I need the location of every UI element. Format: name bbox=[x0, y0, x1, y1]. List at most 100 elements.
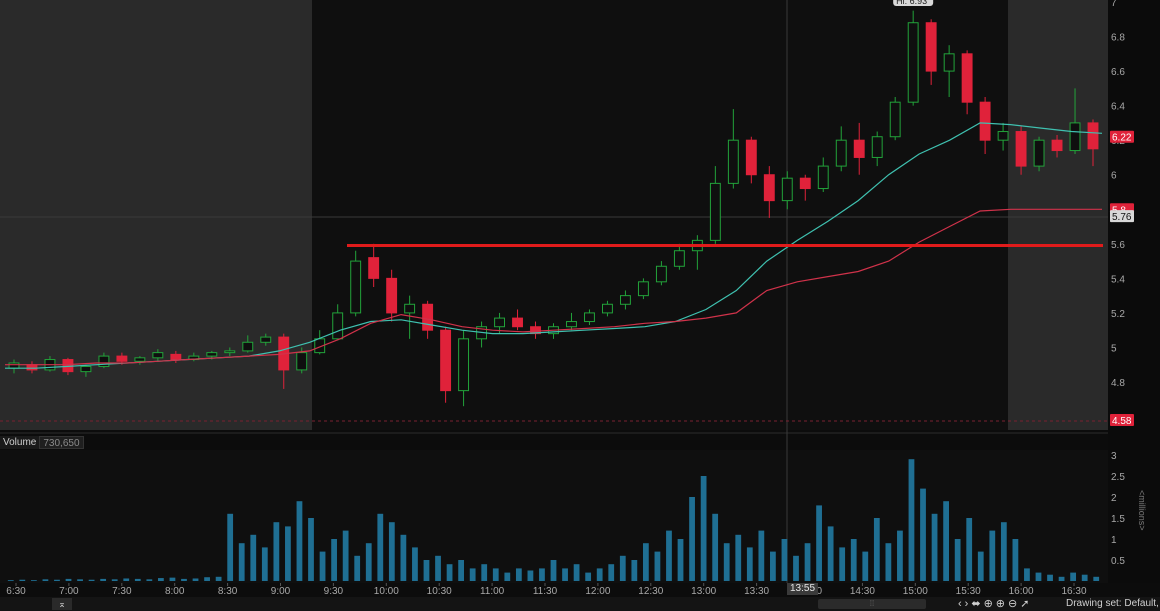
candle-body[interactable] bbox=[116, 355, 128, 362]
price-tick-label: 5.6 bbox=[1111, 240, 1125, 251]
candle-body[interactable] bbox=[1033, 139, 1045, 167]
candle-body[interactable] bbox=[512, 317, 523, 328]
candle-body[interactable] bbox=[152, 352, 164, 359]
candle-body[interactable] bbox=[260, 336, 272, 343]
resize-horizontal-icon[interactable]: ⬌ bbox=[971, 598, 981, 610]
pointer-icon[interactable]: ➚ bbox=[1020, 598, 1030, 610]
candle-body[interactable] bbox=[781, 177, 793, 202]
moving-average-line bbox=[5, 208, 1102, 366]
candle-body[interactable] bbox=[853, 139, 865, 158]
candle-body[interactable] bbox=[799, 177, 811, 190]
candle-body[interactable] bbox=[1069, 122, 1081, 152]
volume-bar bbox=[931, 513, 938, 581]
time-tick-label: 15:00 bbox=[903, 586, 928, 597]
volume-tick-label: 1.5 bbox=[1111, 514, 1125, 525]
candle-body[interactable] bbox=[206, 352, 218, 357]
candle-body[interactable] bbox=[404, 303, 416, 314]
candle-body[interactable] bbox=[745, 139, 757, 176]
volume-bar bbox=[1035, 572, 1042, 581]
zoom-in-icon[interactable]: ⊕ bbox=[995, 598, 1005, 610]
candle-body[interactable] bbox=[817, 165, 829, 190]
volume-bar bbox=[770, 551, 776, 581]
time-scrollbar[interactable]: ⁞⁞ bbox=[818, 599, 926, 609]
candle-body[interactable] bbox=[907, 22, 919, 103]
candle-body[interactable] bbox=[763, 174, 775, 202]
candle-body[interactable] bbox=[8, 362, 20, 369]
candle-body[interactable] bbox=[368, 257, 380, 279]
volume-bar bbox=[458, 560, 465, 581]
volume-bar bbox=[65, 578, 72, 581]
candle-body[interactable] bbox=[422, 303, 434, 331]
candle-body[interactable] bbox=[134, 357, 146, 362]
volume-bar bbox=[573, 564, 580, 581]
candle-body[interactable] bbox=[997, 131, 1009, 141]
time-tick-label: 13:30 bbox=[744, 586, 769, 597]
candle-body[interactable] bbox=[494, 317, 505, 328]
candle-body[interactable] bbox=[871, 136, 883, 158]
candle-body[interactable] bbox=[350, 260, 362, 314]
drawing-set-label[interactable]: Drawing set: Default, bbox=[1066, 598, 1159, 609]
volume-bar bbox=[111, 579, 118, 581]
candle-body[interactable] bbox=[566, 321, 577, 328]
volume-bar bbox=[308, 518, 314, 581]
arrow-left-icon[interactable]: ‹ bbox=[958, 598, 962, 610]
candle-body[interactable] bbox=[979, 101, 991, 141]
time-tick-label: 8:00 bbox=[165, 586, 185, 597]
candle-body[interactable] bbox=[440, 329, 452, 392]
volume-bar bbox=[42, 579, 49, 581]
candle-body[interactable] bbox=[296, 352, 308, 371]
candle-body[interactable] bbox=[655, 265, 667, 283]
candle-body[interactable] bbox=[1087, 122, 1099, 150]
volume-tick-label: 2.5 bbox=[1111, 472, 1125, 483]
candle-body[interactable] bbox=[530, 326, 541, 335]
volume-bar bbox=[77, 579, 83, 581]
candle-body[interactable] bbox=[727, 139, 739, 184]
volume-bar bbox=[712, 513, 719, 581]
volume-bar bbox=[481, 564, 488, 581]
candle-body[interactable] bbox=[961, 53, 973, 103]
time-tick-label: 8:30 bbox=[218, 586, 238, 597]
candle-body[interactable] bbox=[619, 295, 631, 305]
candle-body[interactable] bbox=[224, 350, 236, 354]
candle-body[interactable] bbox=[1015, 131, 1027, 167]
candle-body[interactable] bbox=[637, 281, 649, 297]
candle-body[interactable] bbox=[584, 312, 595, 323]
candle-body[interactable] bbox=[673, 250, 685, 267]
last-price-tag-background bbox=[1110, 130, 1134, 143]
candle-body[interactable] bbox=[80, 365, 92, 373]
time-tick-label: 7:00 bbox=[59, 586, 79, 597]
volume-bar bbox=[146, 579, 153, 581]
candle-body[interactable] bbox=[602, 303, 613, 314]
arrow-right-icon[interactable]: › bbox=[964, 598, 969, 610]
volume-bar bbox=[1070, 572, 1077, 581]
volume-bar bbox=[677, 539, 684, 581]
volume-study-label: Volume 730,650 bbox=[0, 436, 84, 449]
volume-bar bbox=[88, 579, 95, 581]
time-axis-background bbox=[0, 583, 1108, 597]
pan-up-icon[interactable]: ⌅ bbox=[52, 598, 72, 610]
candle-body[interactable] bbox=[98, 355, 110, 367]
candle-body[interactable] bbox=[332, 312, 344, 340]
candle-body[interactable] bbox=[26, 364, 38, 371]
cursor-price-tag-background bbox=[1110, 210, 1134, 223]
high-price-tag: Hi: 6.93 bbox=[896, 0, 927, 6]
candle-body[interactable] bbox=[242, 341, 254, 352]
zoom-out-icon[interactable]: ⊖ bbox=[1008, 598, 1018, 610]
volume-bar bbox=[654, 551, 661, 581]
volume-bar bbox=[735, 534, 742, 581]
candle-body[interactable] bbox=[835, 139, 847, 167]
volume-bar bbox=[227, 513, 234, 581]
volume-bar bbox=[1047, 574, 1053, 581]
volume-bar bbox=[539, 568, 545, 581]
candle-body[interactable] bbox=[709, 182, 721, 241]
candle-body[interactable] bbox=[889, 101, 901, 138]
crosshair-icon[interactable]: ⊕ bbox=[983, 598, 993, 610]
candle-body[interactable] bbox=[386, 277, 398, 314]
candle-body[interactable] bbox=[943, 53, 955, 72]
candle-body[interactable] bbox=[925, 22, 937, 72]
candle-body[interactable] bbox=[458, 338, 470, 392]
candle-body[interactable] bbox=[1051, 139, 1063, 152]
candle-body[interactable] bbox=[170, 353, 182, 361]
price-axis-background bbox=[1108, 0, 1160, 583]
